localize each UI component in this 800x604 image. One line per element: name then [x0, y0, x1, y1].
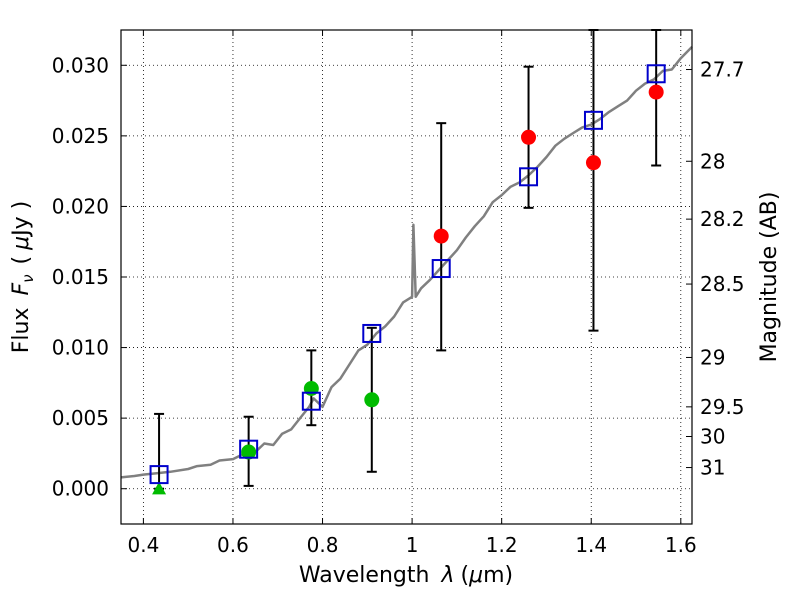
model-square-marker — [362, 323, 382, 343]
magnitude-tick-label: 28 — [700, 149, 725, 173]
observed-circle-marker — [364, 392, 380, 408]
x-tick-label: 0.6 — [217, 533, 249, 557]
x-tick-label: 1.6 — [665, 533, 697, 557]
model-square-marker — [149, 465, 169, 485]
model-square-marker — [646, 64, 666, 84]
model-square-marker — [301, 391, 321, 411]
model-square-marker — [239, 439, 259, 459]
magnitude-tick-label: 27.7 — [700, 58, 745, 82]
model-square-marker — [583, 110, 603, 130]
observed-circle-marker — [303, 381, 319, 397]
observed-circle-marker — [648, 84, 664, 100]
template-spectrum — [120, 46, 693, 479]
observed-triangle-marker — [152, 481, 167, 495]
model-fluxes — [149, 64, 666, 485]
magnitude-tick-label: 31 — [700, 456, 725, 480]
y-tick-label: 0.000 — [52, 477, 109, 501]
observed-circle-marker — [585, 155, 601, 171]
x-tick-label: 1.4 — [575, 533, 607, 557]
x-axis-ticks: 0.4 0.6 0.8 1 1.2 1.4 1.6 — [127, 30, 697, 557]
y-axis-label: FluxFν(μJy ) — [9, 201, 37, 353]
error-bars — [154, 29, 662, 490]
y-tick-label: 0.025 — [52, 124, 109, 148]
y-tick-label: 0.030 — [52, 53, 109, 77]
magnitude-tick-label: 28.5 — [700, 272, 745, 296]
x-tick-label: 1.2 — [486, 533, 518, 557]
spectrum-line — [120, 46, 693, 479]
magnitude-tick-label: 30 — [700, 424, 725, 448]
x-tick-label: 1 — [406, 533, 419, 557]
observed-fluxes — [152, 84, 664, 495]
magnitude-axis-ticks: 27.7 28 28.2 28.5 29 29.5 30 31 — [686, 58, 745, 480]
magnitude-tick-label: 29 — [700, 345, 725, 369]
x-tick-label: 0.8 — [307, 533, 339, 557]
observed-circle-marker — [521, 129, 537, 145]
plot-frame — [120, 29, 693, 525]
magnitude-axis-label: Magnitude (AB) — [757, 192, 782, 363]
magnitude-tick-label: 28.2 — [700, 207, 745, 231]
x-axis-label: Wavelength λ (μm) — [299, 563, 513, 588]
x-tick-label: 0.4 — [127, 533, 159, 557]
y-tick-label: 0.005 — [52, 406, 109, 430]
magnitude-tick-label: 29.5 — [700, 395, 745, 419]
y-axis-ticks: 0.000 0.005 0.010 0.015 0.020 0.025 0.030 — [52, 53, 127, 501]
y-tick-label: 0.020 — [52, 194, 109, 218]
y-tick-label: 0.015 — [52, 265, 109, 289]
grid-lines — [121, 30, 692, 524]
y-tick-label: 0.010 — [52, 336, 109, 360]
observed-circle-marker — [241, 444, 257, 460]
model-square-marker — [519, 167, 539, 187]
observed-circle-marker — [433, 228, 449, 244]
model-square-marker — [431, 259, 451, 279]
